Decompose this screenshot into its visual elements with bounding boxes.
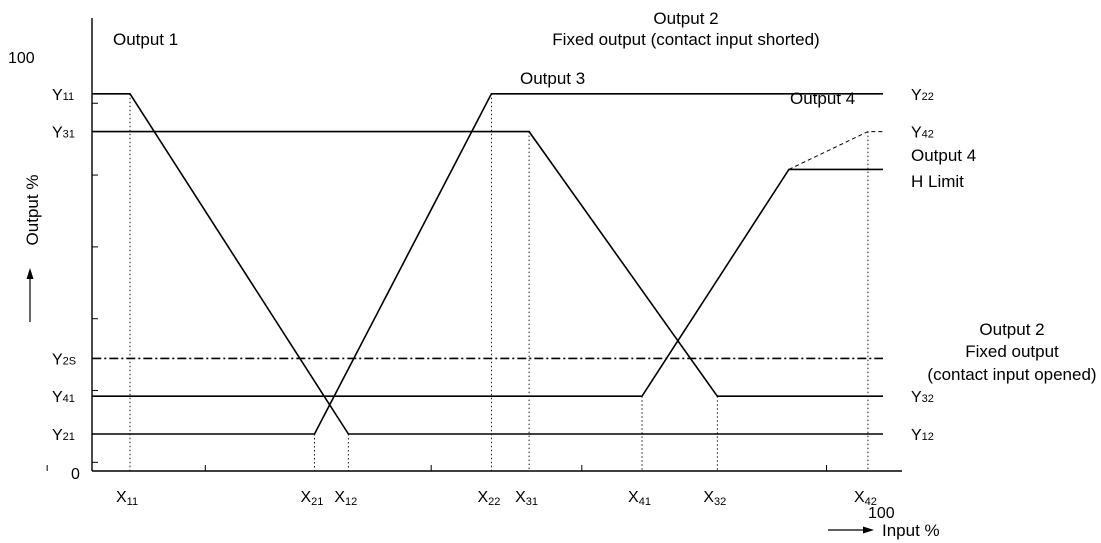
axis-ticks bbox=[46, 102, 828, 471]
x-label-x22: X22 bbox=[477, 489, 500, 508]
guide-lines bbox=[129, 93, 869, 471]
x-label-x32: X32 bbox=[703, 489, 726, 508]
annotation-output4: Output 4 bbox=[790, 89, 855, 108]
y-label-y2s: Y2S bbox=[52, 351, 76, 368]
y-point-labels: Y11 Y31 Y2S Y41 Y21 Y22 Y42 Y32 Y12 bbox=[52, 87, 934, 444]
x-axis-title: Input % bbox=[882, 521, 940, 540]
x-label-x11: X11 bbox=[116, 489, 138, 508]
y-axis-arrow bbox=[26, 268, 34, 322]
series-out1 bbox=[92, 93, 883, 435]
series-out3 bbox=[92, 130, 883, 398]
annotation-output2-top-2: Fixed output (contact input shorted) bbox=[552, 30, 819, 49]
x-label-x42: X42 bbox=[854, 489, 877, 508]
annotation-output2-top-1: Output 2 bbox=[653, 9, 718, 28]
series-out4 bbox=[92, 168, 883, 398]
annotation-output2-right-2: Fixed output bbox=[965, 342, 1059, 361]
x-point-labels: X11 X21 X12 X22 X31 X41 X32 X42 bbox=[116, 489, 877, 508]
annotation-output4-hlimit-1: Output 4 bbox=[911, 146, 976, 165]
annotation-output3: Output 3 bbox=[520, 69, 585, 88]
y-label-y42: Y42 bbox=[911, 125, 934, 142]
y-label-y11: Y11 bbox=[52, 87, 74, 104]
annotation-output1: Output 1 bbox=[113, 30, 178, 49]
annotation-output4-hlimit-2: H Limit bbox=[911, 172, 964, 191]
y-axis-title: Output % bbox=[23, 175, 42, 246]
y-label-y41: Y41 bbox=[52, 389, 75, 406]
y-tick-0: 0 bbox=[71, 466, 80, 483]
y-label-y22: Y22 bbox=[911, 87, 934, 104]
series-out4-ext bbox=[788, 131, 883, 170]
annotation-output2-right-1: Output 2 bbox=[979, 320, 1044, 339]
x-label-x21: X21 bbox=[300, 489, 323, 508]
y-label-y21: Y21 bbox=[52, 427, 75, 444]
y-label-y12: Y12 bbox=[911, 427, 934, 444]
series-out2 bbox=[92, 93, 883, 435]
series-lines bbox=[92, 93, 883, 435]
y-label-y32: Y32 bbox=[911, 389, 934, 406]
x-axis-arrow bbox=[828, 526, 874, 534]
x-tick-100: 100 bbox=[868, 505, 895, 522]
x-label-x41: X41 bbox=[628, 489, 651, 508]
y-label-y31: Y31 bbox=[52, 125, 75, 142]
annotation-output2-right-3: (contact input opened) bbox=[927, 365, 1096, 384]
y-tick-100: 100 bbox=[8, 50, 35, 67]
x-label-x12: X12 bbox=[334, 489, 357, 508]
x-label-x31: X31 bbox=[515, 489, 538, 508]
